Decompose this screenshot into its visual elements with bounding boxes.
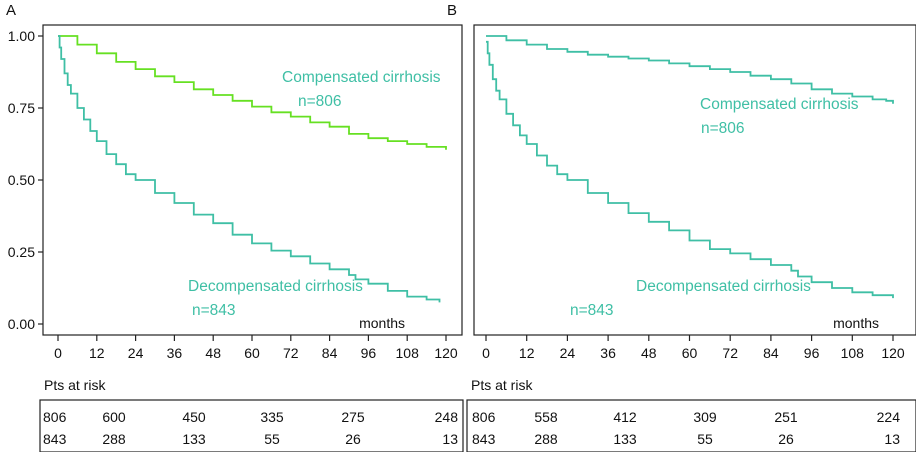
curve-annotation: n=806 <box>298 93 342 110</box>
at-risk-cell: 335 <box>260 409 284 425</box>
x-tick-label: 0 <box>482 345 490 361</box>
at-risk-cell: 288 <box>102 431 126 447</box>
at-risk-table <box>39 399 464 452</box>
x-tick-label: 96 <box>361 345 377 361</box>
x-tick-label: 60 <box>244 345 260 361</box>
at-risk-cell: 133 <box>613 431 637 447</box>
x-tick-label: 12 <box>519 345 535 361</box>
panel-label: B <box>447 2 457 19</box>
y-tick-label: 0.50 <box>8 172 35 188</box>
at-risk-cell: 309 <box>693 409 717 425</box>
y-tick-label: 0.75 <box>8 100 35 116</box>
x-tick-label: 60 <box>682 345 698 361</box>
x-tick-label: 24 <box>128 345 144 361</box>
y-tick-label: 0.25 <box>8 244 35 260</box>
at-risk-cell: 275 <box>341 409 365 425</box>
x-tick-label: 108 <box>396 345 420 361</box>
at-risk-cell: 412 <box>613 409 637 425</box>
x-tick-label: 84 <box>322 345 338 361</box>
x-tick-label: 24 <box>560 345 576 361</box>
curve-annotation: n=843 <box>570 302 614 319</box>
curve-annotation: n=843 <box>192 302 236 319</box>
panel-label: A <box>6 2 16 19</box>
at-risk-cell: 450 <box>182 409 206 425</box>
survival-curve-compensated <box>58 35 447 150</box>
y-tick-label: 0.00 <box>8 316 35 332</box>
at-risk-cell: 806 <box>472 409 496 425</box>
at-risk-cell: 600 <box>102 409 126 425</box>
at-risk-cell: 251 <box>774 409 798 425</box>
x-axis-label: months <box>359 315 405 331</box>
curve-annotation: Decompensated cirrhosis <box>636 278 811 295</box>
plot-frame <box>473 24 916 336</box>
at-risk-cell: 13 <box>884 431 900 447</box>
at-risk-table <box>466 399 916 452</box>
x-tick-label: 72 <box>283 345 299 361</box>
at-risk-header: Pts at risk <box>44 377 106 393</box>
x-tick-label: 48 <box>641 345 657 361</box>
at-risk-cell: 224 <box>877 409 901 425</box>
at-risk-cell: 248 <box>435 409 459 425</box>
survival-curve-compensated <box>486 35 894 104</box>
y-tick-label: 1.00 <box>8 28 35 44</box>
x-tick-label: 12 <box>89 345 105 361</box>
x-tick-label: 36 <box>600 345 616 361</box>
at-risk-cell: 13 <box>442 431 458 447</box>
at-risk-cell: 843 <box>43 431 67 447</box>
curve-annotation: Compensated cirrhosis <box>282 69 441 86</box>
x-tick-label: 36 <box>167 345 183 361</box>
curve-annotation: n=806 <box>701 120 745 137</box>
x-tick-label: 120 <box>434 345 458 361</box>
at-risk-cell: 133 <box>182 431 206 447</box>
at-risk-cell: 55 <box>264 431 280 447</box>
x-tick-label: 108 <box>841 345 865 361</box>
at-risk-cell: 288 <box>534 431 558 447</box>
at-risk-header: Pts at risk <box>471 377 533 393</box>
x-axis-label: months <box>833 315 879 331</box>
curve-annotation: Decompensated cirrhosis <box>188 278 363 295</box>
at-risk-cell: 806 <box>43 409 67 425</box>
panel-a: A 0.00 0.25 0.50 0.75 1.00 0 12 24 36 48 60 72 84 96 10… <box>6 2 464 452</box>
at-risk-cell: 55 <box>697 431 713 447</box>
x-tick-label: 84 <box>763 345 779 361</box>
at-risk-cell: 26 <box>778 431 794 447</box>
at-risk-cell: 26 <box>345 431 361 447</box>
at-risk-cell: 843 <box>472 431 496 447</box>
x-tick-label: 48 <box>205 345 221 361</box>
x-tick-label: 0 <box>54 345 62 361</box>
at-risk-cell: 558 <box>534 409 558 425</box>
x-tick-label: 72 <box>722 345 738 361</box>
x-tick-label: 120 <box>881 345 905 361</box>
curve-annotation: Compensated cirrhosis <box>700 96 859 113</box>
survival-curve-decompensated <box>486 40 894 299</box>
x-tick-label: 96 <box>804 345 820 361</box>
survival-curve-decompensated <box>58 35 441 303</box>
